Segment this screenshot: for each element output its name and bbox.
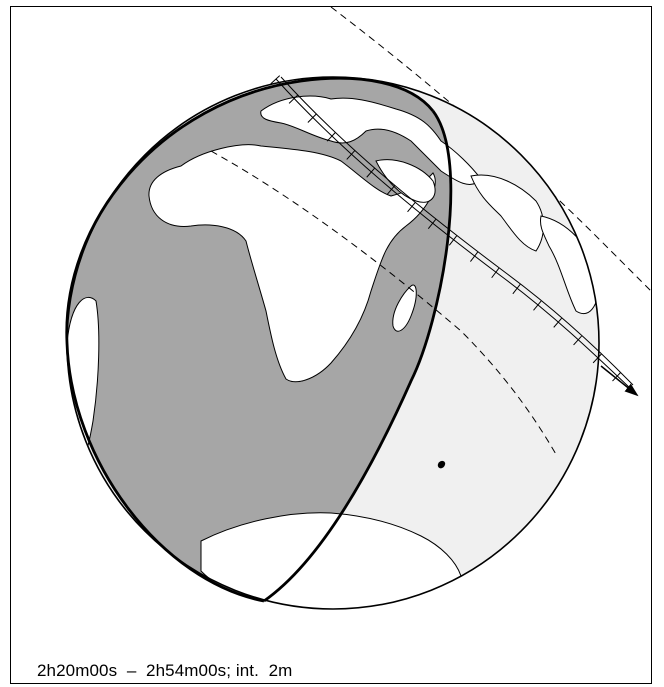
track-tick-13 [512,283,521,295]
track-tick-11 [470,251,479,262]
track-tick-14 [533,300,542,311]
track-tick-8 [407,202,416,213]
track-tick-16 [573,335,582,346]
visibility-limit-inner [210,150,558,457]
arabia [375,159,436,203]
track-tick-4 [326,132,336,142]
africa-landmass [148,144,436,383]
track-tick-15 [553,317,562,328]
track-tick-3 [307,113,317,123]
terminator-line [263,110,453,603]
track-tick-12 [491,267,500,279]
south-asia [470,174,544,252]
track-tick-7 [386,185,396,196]
track-tick-10 [448,235,458,246]
island [437,460,446,469]
madagascar [392,284,417,332]
track-tick-17 [592,353,602,364]
track-tick-18 [612,372,622,382]
track-direction-arrow [600,365,639,397]
ground-track [270,75,639,397]
track-tick-2 [288,94,299,104]
track-tick-1 [270,75,281,85]
globe-map [65,7,651,610]
night-limb [65,76,435,603]
track-tick-9 [427,219,437,229]
europe-landmass [260,95,482,185]
track-tick-6 [366,167,375,178]
map-frame: 2h20m00s – 2h54m00s; int. 2m [10,6,652,684]
time-range-caption: 2h20m00s – 2h54m00s; int. 2m [37,661,293,680]
track-tick-5 [346,150,356,160]
